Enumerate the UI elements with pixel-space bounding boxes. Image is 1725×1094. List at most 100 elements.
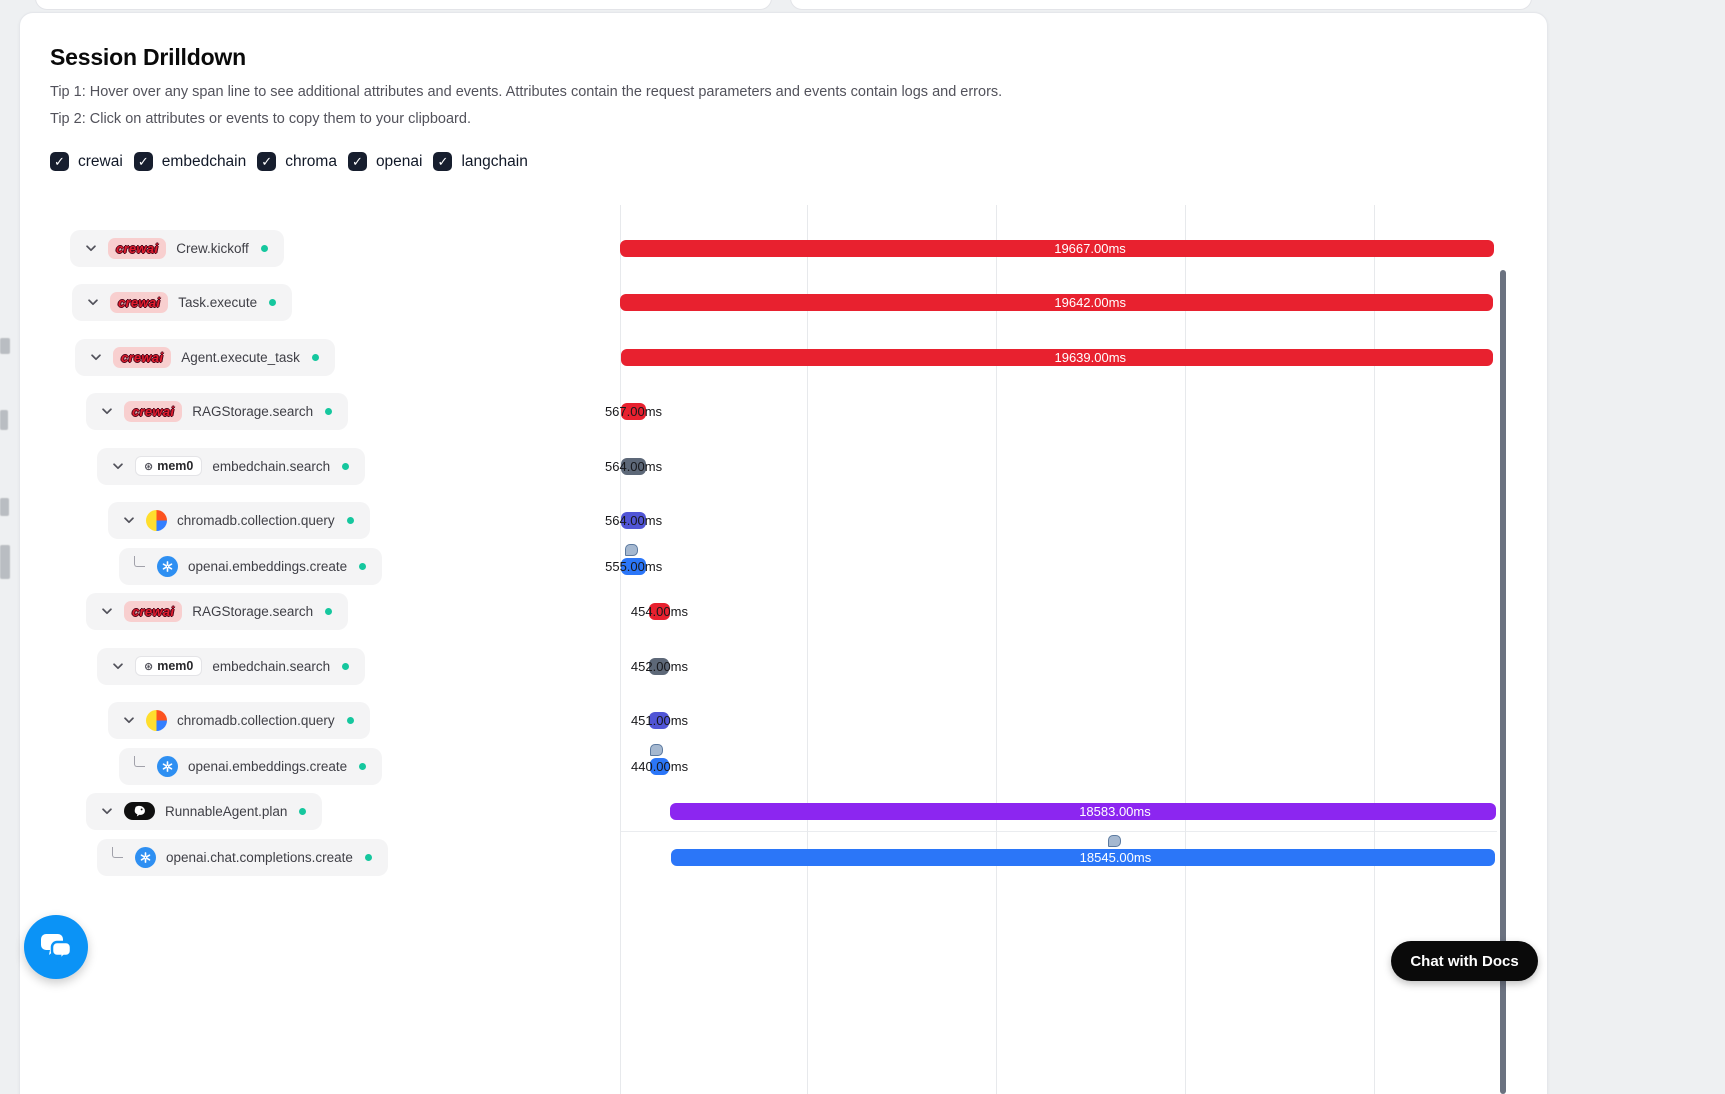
chevron-down-icon[interactable]	[88, 350, 103, 364]
span-name: RAGStorage.search	[192, 403, 314, 419]
mem0-logo-text: mem0	[157, 459, 194, 473]
crewai-logo: crewai	[110, 291, 169, 313]
vertical-scrollbar[interactable]	[1500, 270, 1506, 1094]
span-name: chromadb.collection.query	[177, 712, 335, 728]
span-duration-bar[interactable]	[670, 848, 1496, 866]
event-bubble-icon[interactable]	[650, 743, 664, 756]
event-bubble-icon[interactable]	[625, 543, 639, 556]
filter-checkbox-langchain[interactable]: ✓ langchain	[433, 152, 528, 171]
span-duration-bar[interactable]	[649, 711, 670, 729]
span-tree-row[interactable]: RunnableAgent.plan	[86, 792, 323, 830]
tip-2-text: Tip 2: Click on attributes or events to …	[50, 111, 471, 127]
checkbox-checked-icon[interactable]: ✓	[50, 152, 69, 171]
span-tree-row[interactable]: crewai Crew.kickoff	[70, 229, 284, 267]
span-status-dot	[364, 853, 372, 861]
span-tree-row[interactable]: chromadb.collection.query	[108, 501, 370, 539]
span-status-dot	[359, 562, 367, 570]
filter-checkbox-embedchain[interactable]: ✓ embedchain	[133, 152, 247, 171]
span-tree-row[interactable]: ⊛ mem0 embedchain.search	[97, 447, 366, 485]
span-duration-label: 19642.00ms	[1054, 294, 1126, 310]
span-name: openai.embeddings.create	[188, 558, 348, 574]
edge-artifact	[0, 545, 10, 579]
span-tree-row[interactable]: openai.chat.completions.create	[97, 838, 388, 876]
chat-widget-button[interactable]	[24, 915, 88, 979]
span-tree-row[interactable]: crewai RAGStorage.search	[86, 592, 349, 630]
chroma-logo	[146, 509, 167, 531]
span-duration-bar[interactable]	[620, 293, 1494, 311]
span-status-dot	[260, 244, 268, 252]
chevron-down-icon[interactable]	[121, 513, 136, 527]
filter-label: embedchain	[161, 152, 247, 170]
openai-logo	[157, 755, 178, 777]
chevron-down-icon[interactable]	[99, 604, 114, 618]
chat-bubbles-icon	[38, 931, 74, 963]
span-duration-label: 18545.00ms	[1079, 849, 1152, 865]
chevron-down-icon[interactable]	[121, 713, 136, 727]
elbow-connector-icon	[132, 755, 147, 772]
span-status-dot	[299, 807, 307, 815]
span-name: RAGStorage.search	[192, 603, 314, 619]
checkbox-checked-icon[interactable]: ✓	[347, 152, 367, 171]
span-tree-row[interactable]: crewai Task.execute	[72, 283, 293, 321]
crewai-logo: crewai	[124, 400, 183, 422]
span-duration-bar[interactable]	[620, 348, 1494, 366]
filter-checkbox-chroma[interactable]: ✓ chroma	[257, 152, 337, 171]
span-duration-bar[interactable]	[649, 757, 670, 775]
chevron-down-icon[interactable]	[83, 241, 98, 255]
span-name: embedchain.search	[212, 458, 331, 474]
filter-checkbox-openai[interactable]: ✓ openai	[347, 152, 422, 171]
span-tree-row[interactable]: openai.embeddings.create	[119, 747, 383, 785]
checkbox-checked-icon[interactable]: ✓	[133, 152, 153, 171]
chevron-down-icon[interactable]	[85, 295, 100, 309]
chevron-down-icon[interactable]	[110, 659, 125, 673]
span-duration-label: 555.00ms	[605, 558, 663, 574]
mem0-star-icon: ⊛	[144, 660, 154, 673]
span-duration-bar[interactable]	[620, 402, 647, 420]
filter-label: langchain	[461, 152, 528, 170]
span-duration-bar[interactable]	[621, 457, 647, 475]
mem0-logo: ⊛ mem0	[135, 656, 203, 676]
grid-line	[620, 205, 621, 1094]
span-tree-row[interactable]: openai.embeddings.create	[119, 547, 383, 585]
span-duration-label: 451.00ms	[630, 712, 689, 728]
span-name: embedchain.search	[212, 658, 331, 674]
span-duration-bar[interactable]	[649, 602, 670, 620]
span-tree-row[interactable]: crewai Agent.execute_task	[75, 338, 335, 376]
tip-1-text: Tip 1: Hover over any span line to see a…	[50, 84, 1003, 100]
span-name: Crew.kickoff	[176, 240, 249, 256]
chevron-down-icon[interactable]	[99, 804, 114, 818]
span-duration-bar[interactable]	[669, 802, 1496, 820]
checkbox-checked-icon[interactable]: ✓	[257, 152, 277, 171]
span-name: openai.embeddings.create	[188, 758, 348, 774]
row-separator-line	[620, 831, 1497, 832]
span-duration-label: 19639.00ms	[1054, 349, 1127, 365]
span-name: chromadb.collection.query	[177, 512, 335, 528]
openai-logo	[157, 555, 178, 577]
elbow-shape	[134, 555, 145, 567]
filter-checkbox-crewai[interactable]: ✓ crewai	[50, 152, 123, 171]
span-duration-bar[interactable]	[621, 511, 647, 529]
span-status-dot	[342, 662, 350, 670]
span-status-dot	[346, 716, 354, 724]
elbow-shape	[134, 755, 145, 767]
span-duration-label: 452.00ms	[630, 658, 688, 674]
span-duration-bar[interactable]	[621, 557, 646, 575]
event-bubble-icon[interactable]	[1107, 834, 1121, 847]
checkbox-checked-icon[interactable]: ✓	[433, 152, 453, 171]
edge-artifact	[0, 498, 9, 516]
chevron-down-icon[interactable]	[110, 459, 125, 473]
span-duration-bar[interactable]	[649, 657, 670, 675]
span-tree-row[interactable]: chromadb.collection.query	[108, 701, 370, 739]
span-duration-bar[interactable]	[620, 239, 1494, 257]
chevron-down-icon[interactable]	[99, 404, 114, 418]
chat-with-docs-button[interactable]: Chat with Docs	[1391, 941, 1538, 981]
filter-label: crewai	[78, 152, 123, 170]
span-status-dot	[311, 353, 319, 361]
span-tree-row[interactable]: ⊛ mem0 embedchain.search	[97, 647, 366, 685]
langchain-logo	[124, 802, 155, 820]
span-duration-label: 564.00ms	[605, 458, 663, 474]
span-tree-row[interactable]: crewai RAGStorage.search	[86, 392, 349, 430]
span-name: Agent.execute_task	[181, 349, 300, 365]
